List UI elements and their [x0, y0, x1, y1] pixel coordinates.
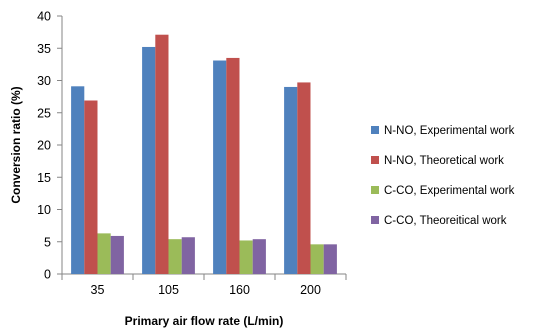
bar	[168, 239, 182, 274]
bars	[71, 34, 337, 275]
x-axis-title: Primary air flow rate (L/min)	[125, 314, 284, 328]
y-tick-label: 40	[37, 10, 51, 24]
bar	[226, 57, 240, 274]
bar	[297, 82, 311, 274]
y-tick-label: 0	[44, 268, 51, 282]
legend-swatch	[371, 126, 379, 134]
bar	[323, 244, 337, 274]
bar	[284, 86, 298, 274]
bar	[155, 34, 169, 274]
legend-label: C-CO, Experimental work	[384, 185, 515, 197]
legend-swatch	[371, 216, 379, 224]
bar	[84, 100, 98, 275]
legend-label: C-CO, Theoreitical work	[384, 215, 507, 227]
bar	[252, 239, 266, 274]
legend-label: N-NO, Theoretical work	[384, 155, 504, 167]
y-tick-label: 35	[37, 42, 51, 56]
y-tick-label: 10	[37, 203, 51, 217]
y-tick-label: 20	[37, 139, 51, 153]
x-tick-label: 160	[229, 283, 250, 297]
y-tick-label: 30	[37, 74, 51, 88]
x-tick-label: 200	[300, 283, 321, 297]
y-axis-title: Conversion ratio (%)	[9, 86, 23, 203]
legend-swatch	[371, 186, 379, 194]
bar	[239, 240, 253, 274]
bar	[97, 233, 111, 274]
bar	[310, 244, 324, 274]
x-axis: 35 105 160 200	[61, 273, 347, 297]
legend-swatch	[371, 156, 379, 164]
y-tick-label: 15	[37, 171, 51, 185]
bar	[181, 237, 195, 274]
x-tick-label: 35	[91, 283, 105, 297]
bar	[110, 235, 124, 274]
x-tick-label: 105	[158, 283, 179, 297]
bar	[71, 86, 85, 275]
y-tick-label: 25	[37, 106, 51, 120]
y-tick-label: 5	[44, 235, 51, 249]
legend: N-NO, Experimental work N-NO, Theoretical…	[371, 125, 515, 227]
bar	[213, 60, 227, 274]
bar	[142, 46, 156, 275]
y-axis: 0 5 10 15 20 25 30 35 40	[37, 10, 63, 282]
legend-label: N-NO, Experimental work	[384, 125, 515, 137]
